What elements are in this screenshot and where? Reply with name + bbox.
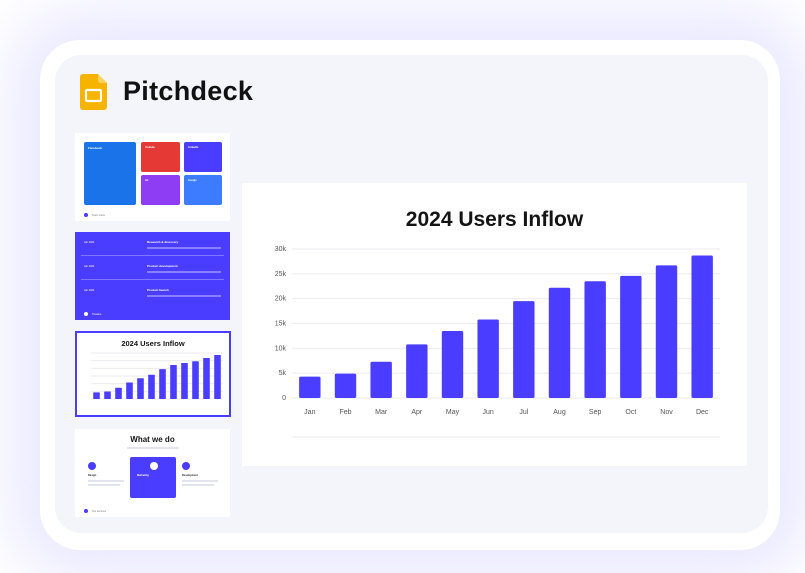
marketing-icon (150, 462, 158, 470)
thumb-timeline-date: Jan 2024 (84, 289, 95, 292)
thumb-text-line (147, 247, 221, 249)
thumb-card-google: Google (184, 175, 222, 205)
bar-mar (115, 387, 122, 399)
thumb-text-line (182, 484, 214, 486)
y-tick-label: 5k (279, 370, 287, 377)
thumb-chart-title: 2024 Users Inflow (121, 339, 185, 348)
thumb-service-label: Marketing (137, 474, 149, 477)
bar-sep (181, 362, 188, 399)
x-tick-label: Dec (696, 409, 709, 416)
thumb-card-youtube: Youtube (141, 142, 180, 172)
main-slide-canvas[interactable]: 2024 Users Inflow 0 5k 10k 15k 20k 25k 30k Jan F… (242, 183, 747, 466)
bar-mar (370, 361, 392, 398)
slide-thumbnail-1[interactable]: Facebook Youtube LinkedIn Ad Google Team… (75, 133, 230, 221)
x-tick-label: Nov (660, 409, 673, 416)
y-tick-label: 10k (275, 345, 287, 352)
y-tick-label: 0 (282, 395, 286, 402)
y-tick-label: 20k (275, 296, 287, 303)
thumb-footer-dot (84, 509, 88, 513)
bar-oct (620, 275, 642, 398)
bar-jun (148, 374, 155, 399)
chart-title: 2024 Users Inflow (405, 208, 584, 231)
y-tick-label: 30k (275, 246, 287, 253)
x-tick-label: Sep (589, 409, 602, 416)
bar-jul (513, 301, 535, 398)
thumb-slide-title: What we do (130, 435, 175, 444)
bar-jun (477, 319, 499, 398)
thumb-text-line (147, 271, 221, 273)
thumb-service-label: Design (88, 474, 97, 477)
bar-dec (691, 255, 713, 398)
google-slides-icon (80, 74, 107, 110)
thumb-card-title: LinkedIn (188, 146, 199, 149)
x-tick-label: Apr (411, 409, 423, 416)
thumb-card-title: Google (188, 179, 197, 182)
development-icon (182, 462, 190, 470)
thumb-timeline-date: Jan 2024 (84, 241, 95, 244)
thumb-card-title: Facebook (88, 146, 103, 150)
x-tick-label: May (446, 409, 460, 416)
thumb-text-line (88, 484, 120, 486)
bar-sep (584, 281, 606, 398)
x-tick-label: Jan (304, 409, 315, 416)
bar-aug (170, 364, 177, 399)
thumb-footer-label: Our services (92, 510, 107, 513)
x-tick-label: Oct (625, 409, 636, 416)
thumb-text-line (147, 295, 221, 297)
thumb-card-linkedin: LinkedIn (184, 142, 222, 172)
slide-thumbnail-2[interactable]: Jan 2024 Research & discovery Jan 2024 P… (75, 232, 230, 320)
x-tick-label: Jul (519, 409, 528, 416)
bar-jan (299, 376, 321, 398)
bar-dec (214, 354, 221, 399)
bar-apr (126, 382, 133, 399)
bar-aug (548, 287, 571, 398)
users-inflow-bar-chart: 0 5k 10k 15k 20k 25k 30k Jan Feb Mar Apr May Jun Jul A… (275, 246, 720, 438)
thumb-card-title: Ad (145, 179, 149, 182)
thumb-timeline-title: Research & discovery (147, 240, 179, 244)
bar-feb (334, 373, 357, 398)
bar-jan (93, 392, 100, 399)
thumb-timeline-title: Product launch (147, 288, 169, 292)
x-tick-label: Mar (375, 409, 388, 416)
y-tick-label: 25k (275, 271, 287, 278)
bar-oct (192, 361, 199, 399)
bar-may (441, 330, 464, 398)
x-tick-label: Jun (483, 409, 494, 416)
thumb-text-line (182, 480, 218, 482)
thumb-card-title: Youtube (145, 146, 155, 149)
bar-feb (104, 391, 111, 399)
y-tick-label: 15k (275, 321, 287, 328)
thumb-card-ad: Ad (141, 175, 180, 205)
thumb-divider (81, 255, 224, 256)
x-tick-label: Aug (553, 409, 566, 416)
thumb-footer-label: Team name (92, 214, 106, 217)
thumb-footer-dot (84, 312, 88, 316)
thumb-service-label: Development (182, 474, 198, 477)
bar-nov (203, 358, 210, 399)
thumb-text-line (127, 447, 179, 449)
thumb-timeline-date: Jan 2024 (84, 265, 95, 268)
app-title: Pitchdeck (123, 76, 254, 106)
slide-thumbnail-3-selected[interactable]: 2024 Users Inflow (75, 331, 231, 417)
design-icon (88, 462, 96, 470)
bar-nov (655, 265, 678, 398)
bar-may (137, 378, 144, 399)
x-tick-label: Feb (339, 409, 351, 416)
bar-apr (406, 344, 428, 398)
slide-thumbnail-4[interactable]: What we do Design Marketing Development … (75, 429, 230, 517)
bar-jul (159, 369, 166, 399)
thumb-divider (81, 279, 224, 280)
thumb-footer-label: Timeline (92, 313, 102, 316)
thumb-footer-dot (84, 213, 88, 217)
thumb-card-facebook: Facebook (84, 142, 136, 205)
thumb-bar-chart (91, 352, 223, 400)
thumb-text-line (88, 480, 124, 482)
thumb-timeline-title: Product development (147, 264, 178, 268)
